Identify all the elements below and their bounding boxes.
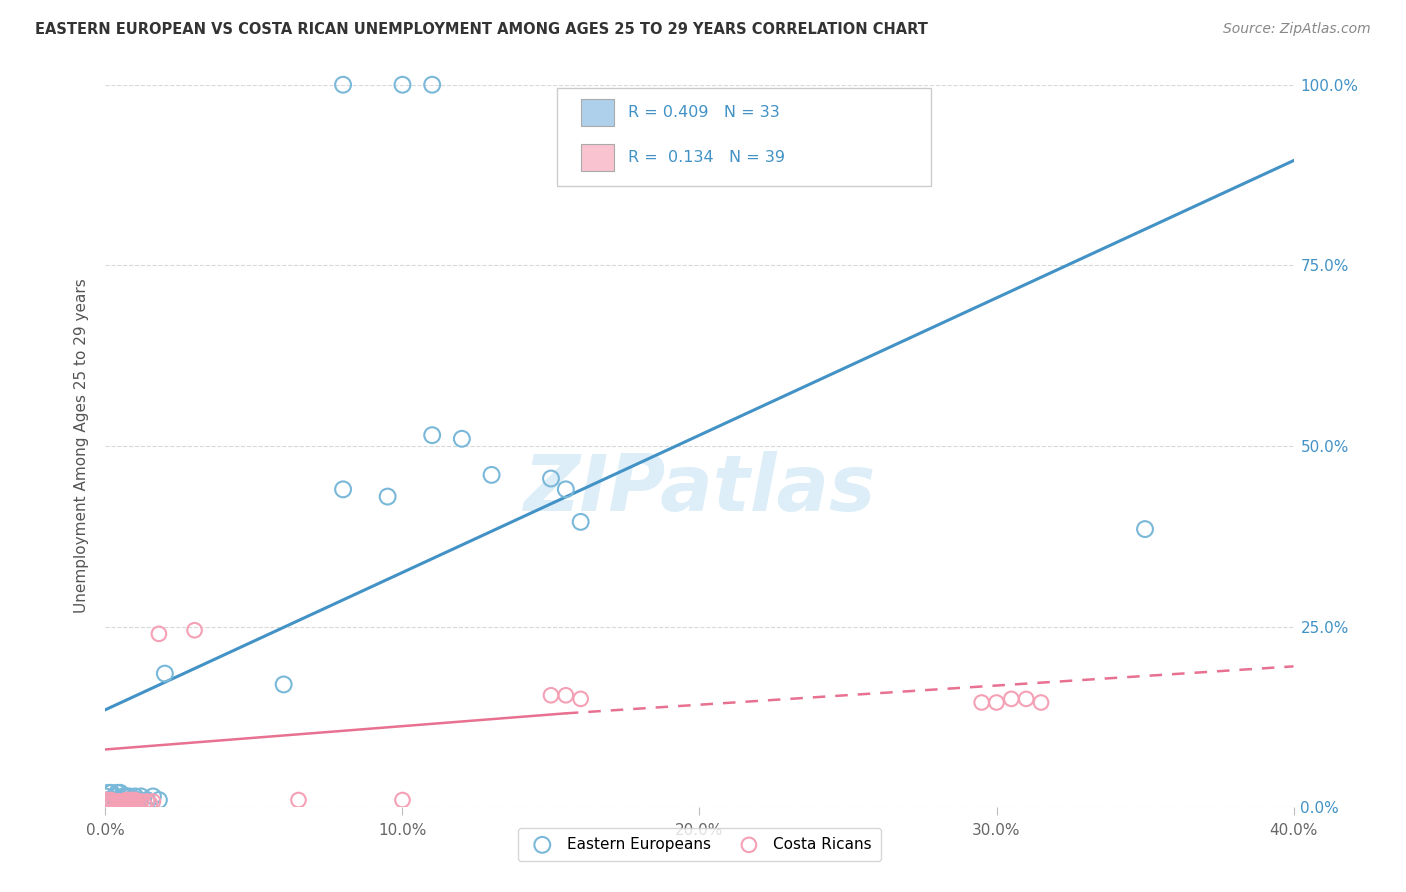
Point [970, 696, 993, 710]
Point [118, 793, 141, 807]
Point [103, 789, 125, 804]
Point [332, 78, 354, 92]
Point [121, 797, 143, 811]
Point [481, 467, 503, 482]
Point [110, 797, 132, 811]
Point [94, 789, 117, 804]
Point [554, 483, 576, 497]
Point [420, 78, 443, 92]
Point [105, 797, 128, 811]
Point [115, 789, 138, 804]
Point [94, 793, 117, 807]
Point [136, 793, 159, 807]
Point [115, 797, 138, 811]
Point [1133, 522, 1156, 536]
Point [569, 515, 592, 529]
Point [136, 795, 159, 809]
Point [273, 677, 295, 691]
Point [287, 793, 309, 807]
Point [103, 795, 125, 809]
Point [332, 483, 354, 497]
Point [110, 793, 132, 807]
Point [391, 78, 413, 92]
Point [110, 786, 132, 800]
Point [540, 471, 562, 485]
Text: ZIPatlas: ZIPatlas [523, 451, 876, 527]
Point [100, 797, 122, 811]
Point [100, 793, 122, 807]
Point [1000, 692, 1022, 706]
Legend: Eastern Europeans, Costa Ricans: Eastern Europeans, Costa Ricans [517, 828, 882, 861]
Text: Source: ZipAtlas.com: Source: ZipAtlas.com [1223, 22, 1371, 37]
Point [115, 793, 138, 807]
Point [153, 666, 176, 681]
Point [121, 793, 143, 807]
Point [112, 795, 135, 809]
Point [118, 789, 141, 804]
Point [112, 797, 135, 811]
Text: EASTERN EUROPEAN VS COSTA RICAN UNEMPLOYMENT AMONG AGES 25 TO 29 YEARS CORRELATI: EASTERN EUROPEAN VS COSTA RICAN UNEMPLOY… [35, 22, 928, 37]
Point [183, 624, 205, 638]
Point [986, 696, 1008, 710]
Point [105, 795, 128, 809]
Point [148, 627, 170, 641]
Point [124, 797, 146, 811]
Point [118, 797, 141, 811]
Point [1015, 692, 1038, 706]
FancyBboxPatch shape [557, 88, 931, 186]
Point [132, 797, 155, 811]
Point [100, 786, 122, 800]
Point [105, 793, 128, 807]
Point [450, 432, 472, 446]
FancyBboxPatch shape [581, 144, 614, 171]
Point [121, 793, 143, 807]
Point [142, 795, 165, 809]
Point [127, 797, 149, 811]
Point [103, 797, 125, 811]
Point [540, 688, 562, 702]
Point [148, 793, 170, 807]
Point [97, 793, 120, 807]
Point [112, 789, 135, 804]
Point [112, 793, 135, 807]
Point [1029, 696, 1052, 710]
Point [391, 793, 413, 807]
FancyBboxPatch shape [581, 99, 614, 127]
Point [105, 786, 128, 800]
Text: R = 0.409   N = 33: R = 0.409 N = 33 [628, 105, 780, 120]
Point [129, 795, 152, 809]
Point [554, 688, 576, 702]
Point [124, 793, 146, 807]
Point [129, 789, 152, 804]
Point [142, 789, 165, 804]
Point [139, 797, 162, 811]
Point [124, 789, 146, 804]
Point [127, 793, 149, 807]
Point [100, 793, 122, 807]
Point [569, 692, 592, 706]
Point [97, 797, 120, 811]
Point [110, 795, 132, 809]
Y-axis label: Unemployment Among Ages 25 to 29 years: Unemployment Among Ages 25 to 29 years [75, 278, 90, 614]
Text: R =  0.134   N = 39: R = 0.134 N = 39 [628, 150, 785, 165]
Point [377, 490, 399, 504]
Point [420, 428, 443, 442]
Point [103, 793, 125, 807]
Point [97, 786, 120, 800]
Point [97, 793, 120, 807]
